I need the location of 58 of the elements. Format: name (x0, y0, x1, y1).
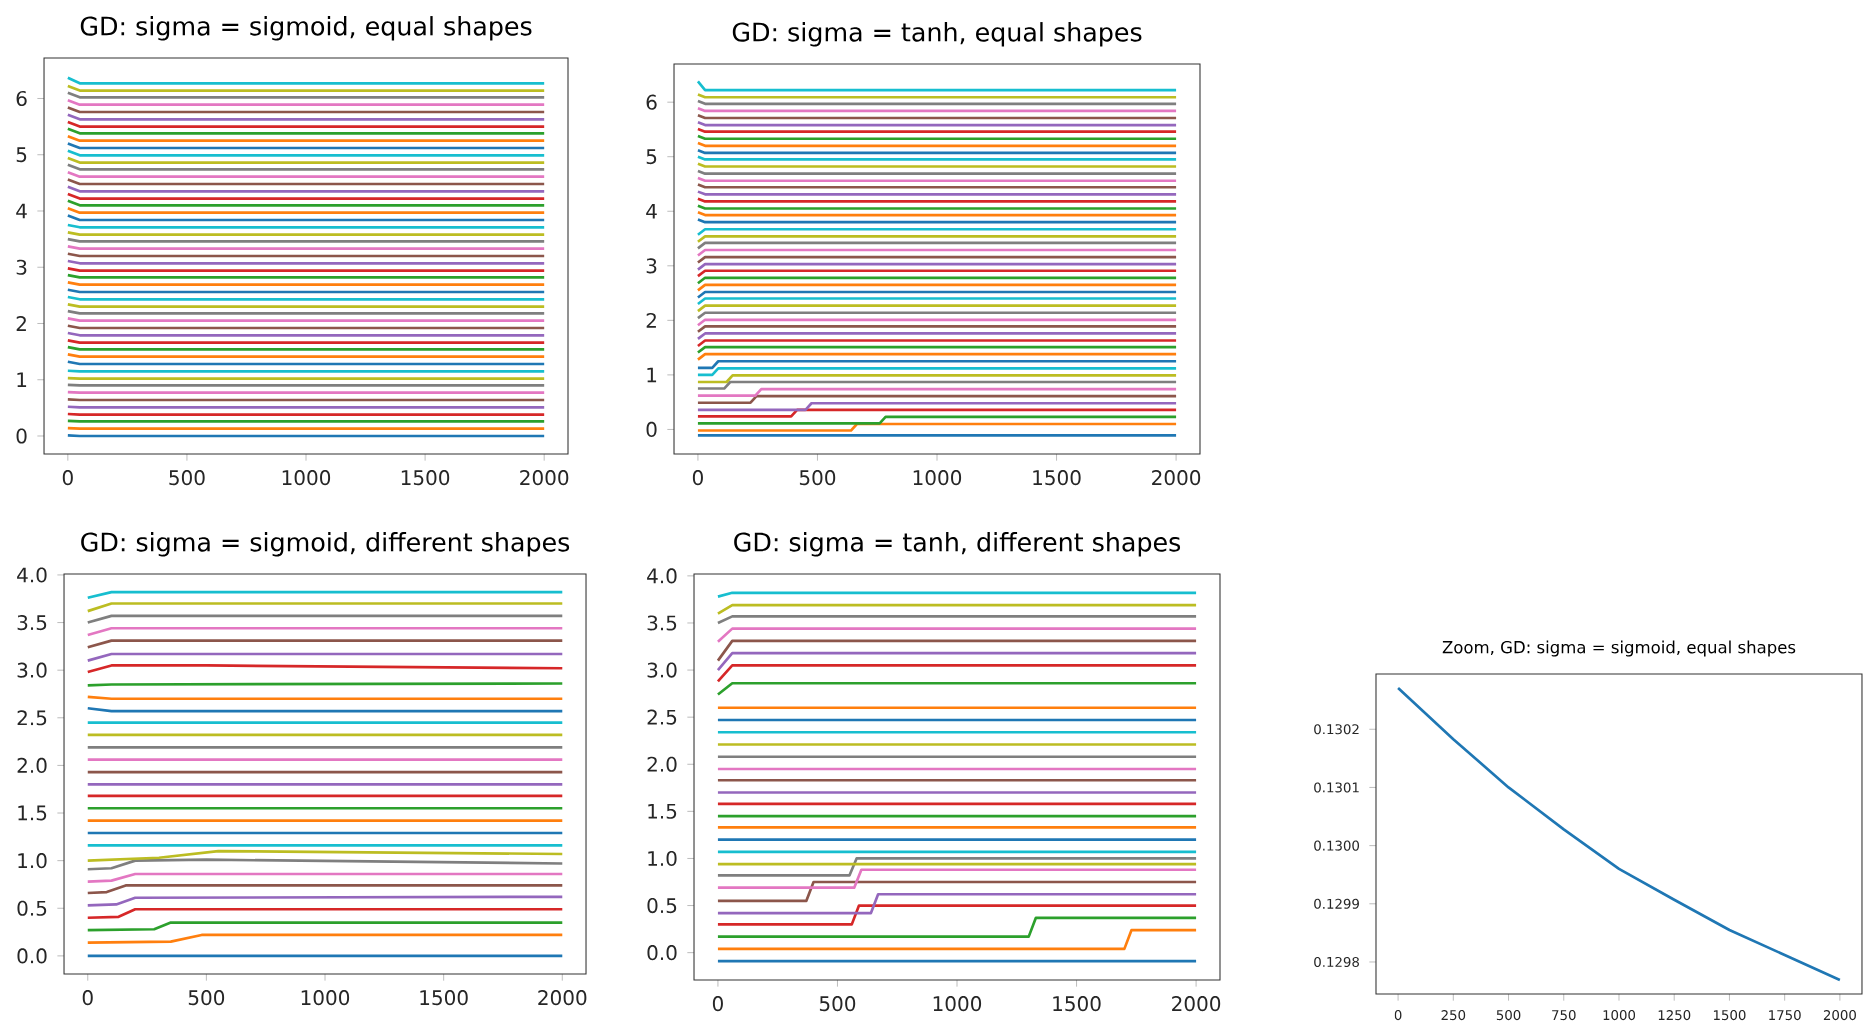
y-tick-label: 6 (16, 90, 27, 107)
y-tick-label: 6 (646, 94, 657, 110)
y-tick-label: 1.5 (18, 805, 47, 821)
x-tick-label: 2000 (520, 470, 569, 486)
y-tick-label: 0 (16, 428, 27, 444)
y-tick-label: 3.0 (647, 662, 677, 678)
y-tick-label: 3 (16, 259, 27, 275)
y-tick-label: 4 (16, 203, 27, 219)
y-tick-label: 3.0 (17, 662, 47, 678)
y-tick-label: 4 (646, 204, 657, 219)
x-tick-label: 500 (169, 470, 205, 486)
x-tick-label: 1000 (282, 470, 331, 486)
x-tick-label: 0 (82, 990, 93, 1006)
y-tick-label: 1 (647, 367, 657, 383)
line-series (1396, 686, 1842, 982)
x-tick-label: 500 (819, 996, 856, 1012)
x-tick-label: 0 (712, 996, 723, 1012)
x-tick-label: 1500 (1053, 996, 1101, 1012)
x-tick-label: 500 (799, 470, 836, 486)
x-tick-label: 2000 (1152, 470, 1201, 486)
x-tick-label: 2000 (538, 990, 587, 1006)
y-tick-label: 2 (16, 316, 26, 331)
x-tick-label: 1500 (1033, 470, 1081, 486)
y-tick-label: 1.5 (648, 803, 677, 819)
y-tick-label: 1.0 (18, 853, 47, 869)
y-tick-label: 0.0 (647, 945, 677, 961)
y-tick-label: 5 (16, 147, 27, 163)
y-tick-label: 0.5 (17, 900, 47, 916)
y-tick-label: 0 (646, 421, 657, 438)
y-tick-label: 1 (17, 372, 27, 388)
x-tick-label: 1000 (301, 990, 350, 1006)
x-tick-label: 1000 (913, 470, 962, 486)
y-tick-label: 4.0 (647, 568, 677, 584)
y-tick-label: 2.5 (17, 710, 47, 726)
y-tick-label: 0.5 (647, 897, 677, 914)
x-tick-label: 1500 (420, 990, 468, 1006)
chart-title: GD: sigma = tanh, different shapes (734, 532, 1181, 557)
y-tick-label: 2 (646, 312, 656, 328)
y-tick-label: 3 (646, 258, 657, 274)
y-tick-label: 3.5 (17, 615, 47, 631)
y-tick-label: 2.0 (647, 756, 677, 772)
x-tick-label: 1500 (401, 470, 450, 486)
y-tick-label: 2.0 (17, 757, 47, 773)
y-tick-label: 4.0 (17, 567, 47, 583)
y-tick-label: 2.5 (647, 709, 677, 725)
y-tick-label: 3.5 (647, 615, 677, 631)
x-tick-label: 1000 (933, 996, 982, 1012)
chart-title: GD: sigma = sigmoid, equal shapes (80, 16, 532, 41)
x-tick-label: 2000 (1172, 996, 1221, 1012)
y-tick-label: 1.0 (648, 850, 677, 867)
x-tick-label: 0 (692, 470, 703, 486)
chart-title: GD: sigma = tanh, equal shapes (732, 22, 1142, 47)
chart-title: Zoom, GD: sigma = sigmoid, equal shapes (1442, 640, 1796, 657)
y-tick-label: 0.0 (17, 948, 47, 964)
x-tick-label: 0 (62, 470, 73, 486)
x-tick-label: 500 (188, 990, 225, 1006)
y-tick-label: 5 (646, 149, 657, 165)
chart-title: GD: sigma = sigmoid, different shapes (81, 532, 570, 557)
